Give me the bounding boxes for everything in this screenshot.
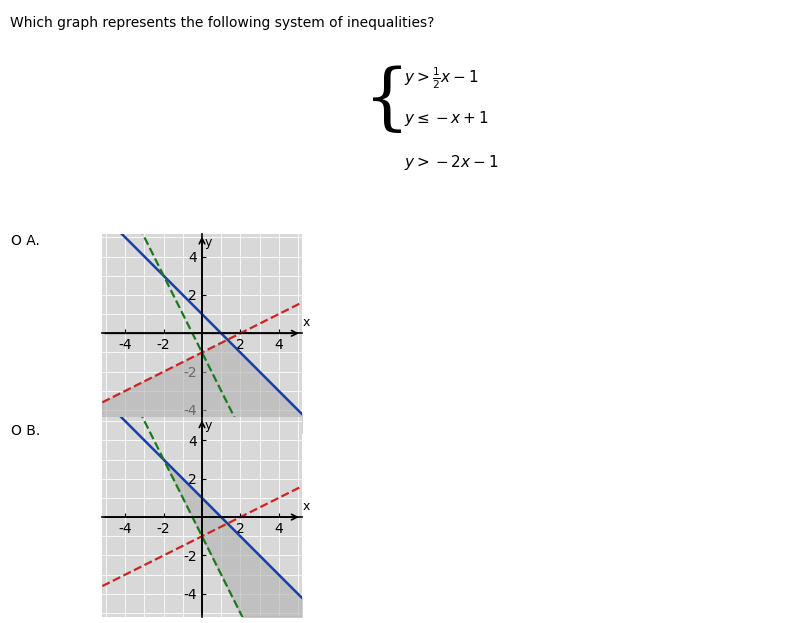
Text: Which graph represents the following system of inequalities?: Which graph represents the following sys… xyxy=(10,16,434,29)
Text: $y>-2x-1$: $y>-2x-1$ xyxy=(404,153,498,171)
Text: x: x xyxy=(302,316,310,330)
Text: {: { xyxy=(364,65,410,136)
Text: y: y xyxy=(205,419,212,432)
Text: y: y xyxy=(205,235,212,249)
Text: $y\leq -x+1$: $y\leq -x+1$ xyxy=(404,109,489,128)
Text: x: x xyxy=(302,500,310,513)
Text: O A.: O A. xyxy=(11,234,40,247)
Text: O B.: O B. xyxy=(11,424,41,437)
Text: $y>\frac{1}{2}x-1$: $y>\frac{1}{2}x-1$ xyxy=(404,65,479,91)
